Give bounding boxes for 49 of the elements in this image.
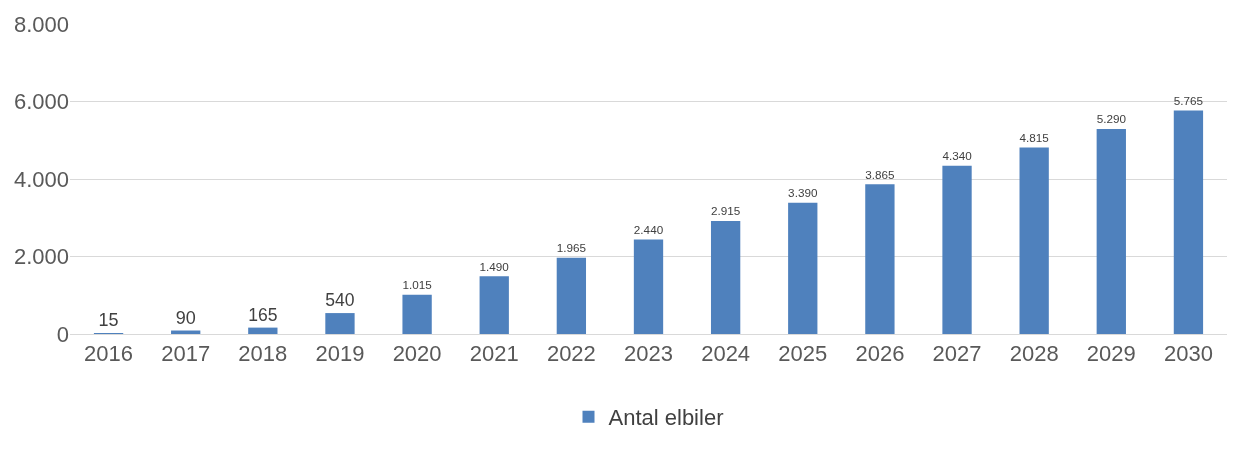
- bar: [1173, 110, 1204, 334]
- bar: [1096, 129, 1126, 334]
- bar: [479, 276, 509, 334]
- x-tick-label: 2018: [238, 341, 288, 367]
- bar: [402, 294, 432, 334]
- data-label: 2.915: [710, 204, 741, 218]
- data-label: 1.965: [556, 241, 587, 255]
- x-tick-label: 2017: [161, 341, 211, 367]
- y-tick-label: 6.000: [13, 89, 69, 115]
- bar: [325, 313, 355, 334]
- legend-label: Antal elbiler: [608, 405, 724, 431]
- data-label: 165: [248, 304, 278, 325]
- x-tick-label: 2021: [469, 341, 519, 367]
- data-label: 1.490: [479, 259, 510, 273]
- y-tick-label: 8.000: [13, 11, 69, 37]
- data-label: 2.440: [633, 222, 664, 236]
- data-label: 90: [175, 307, 196, 328]
- x-tick-label: 2024: [701, 341, 751, 367]
- y-tick-label: 4.000: [13, 166, 69, 192]
- x-tick-label: 2025: [778, 341, 828, 367]
- x-tick-label: 2020: [392, 341, 442, 367]
- x-tick-label: 2016: [84, 341, 134, 367]
- data-label: 1.015: [402, 278, 433, 292]
- x-tick-label: 2026: [855, 341, 905, 367]
- x-tick-label: 2027: [932, 341, 982, 367]
- x-tick-label: 2030: [1163, 341, 1213, 367]
- bar: [710, 221, 741, 334]
- data-label: 3.390: [788, 186, 818, 200]
- y-tick-label: 2.000: [13, 244, 69, 270]
- x-tick-label: 2022: [546, 341, 596, 367]
- bar: [788, 202, 818, 334]
- x-tick-label: 2019: [315, 341, 365, 367]
- data-label: 15: [98, 310, 119, 330]
- data-label: 5.290: [1096, 112, 1127, 126]
- x-tick-label: 2028: [1009, 341, 1059, 367]
- bar: [942, 165, 972, 334]
- bar: [865, 184, 895, 334]
- y-tick-label: 0: [56, 321, 69, 347]
- bar: [1019, 147, 1049, 334]
- x-tick-label: 2029: [1086, 341, 1136, 367]
- data-label: 540: [325, 290, 355, 311]
- data-label: 4.815: [1019, 130, 1050, 144]
- data-label: 5.765: [1173, 94, 1204, 108]
- bar: [556, 257, 587, 334]
- x-tick-label: 2023: [624, 341, 673, 367]
- data-label: 4.340: [942, 149, 973, 163]
- bar: [633, 239, 664, 334]
- data-label: 3.865: [865, 167, 896, 181]
- bar: [248, 327, 278, 334]
